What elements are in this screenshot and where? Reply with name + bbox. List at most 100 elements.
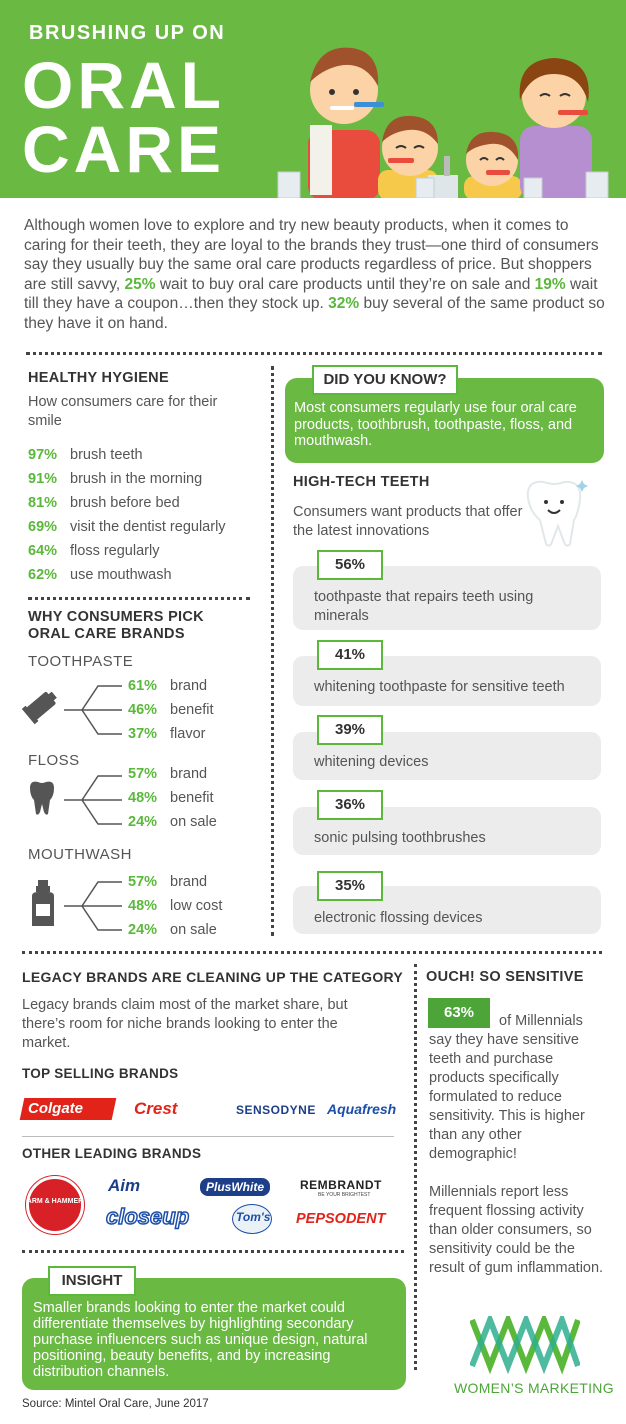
bracket-lines xyxy=(64,775,122,825)
insight-box xyxy=(22,1278,406,1390)
pick-label: brand xyxy=(170,766,208,782)
colgate-logo: Colgate xyxy=(28,1100,84,1117)
divider xyxy=(22,1136,394,1137)
aquafresh-logo: Aquafresh xyxy=(327,1101,397,1117)
crest-logo: Crest xyxy=(134,1099,178,1118)
header-title-line2: CARE xyxy=(22,112,226,186)
pick-label: low cost xyxy=(170,898,223,914)
divider-vertical xyxy=(414,964,417,1370)
hygiene-title: HEALTHY HYGIENE xyxy=(28,370,169,386)
pick-title-line2: ORAL CARE BRANDS xyxy=(28,626,185,642)
hygiene-pct: 69% xyxy=(28,519,58,535)
divider xyxy=(28,597,250,600)
hightech-pct: 35% xyxy=(317,871,383,901)
hightech-label: sonic pulsing toothbrushes xyxy=(314,830,486,846)
sensitive-title: OUCH! SO SENSITIVE xyxy=(426,969,584,985)
hygiene-label: brush in the morning xyxy=(70,471,203,487)
rembrandt-logo: REMBRANDT xyxy=(300,1178,382,1192)
category-toothpaste: TOOTHPASTE xyxy=(28,653,134,670)
stat-19: 19% xyxy=(534,275,566,293)
hightech-pct: 41% xyxy=(317,640,383,670)
pick-label: flavor xyxy=(170,726,206,742)
pick-label: on sale xyxy=(170,922,217,938)
divider xyxy=(22,951,602,954)
family-brushing-illustration xyxy=(277,47,609,198)
hightech-label: electronic flossing devices xyxy=(314,910,483,926)
hygiene-pct: 97% xyxy=(28,447,58,463)
bracket-lines xyxy=(64,881,122,931)
pick-pct: 24% xyxy=(128,922,158,938)
hightech-pct: 56% xyxy=(317,550,383,580)
other-brands-title: OTHER LEADING BRANDS xyxy=(22,1146,202,1161)
hightech-label: whitening toothpaste for sensitive teeth xyxy=(314,679,565,695)
arm-hammer-text: ARM & HAMMER xyxy=(26,1198,84,1205)
header-subtitle: BRUSHING UP ON xyxy=(29,22,226,44)
womens-marketing-logo-text: WOMEN’S MARKETING xyxy=(454,1380,614,1396)
hygiene-label: use mouthwash xyxy=(70,567,172,583)
pick-label: brand xyxy=(170,874,208,890)
pick-pct: 57% xyxy=(128,766,158,782)
toothpaste-icon xyxy=(22,691,57,725)
pick-pct: 57% xyxy=(128,874,158,890)
hygiene-pct: 91% xyxy=(28,471,58,487)
hygiene-pct: 64% xyxy=(28,543,58,559)
category-mouthwash: MOUTHWASH xyxy=(28,846,132,863)
hightech-pct: 39% xyxy=(317,715,383,745)
closeup-logo: closeup xyxy=(105,1203,190,1230)
pick-label: brand xyxy=(170,678,208,694)
pepsodent-logo: PEPSODENT xyxy=(296,1211,386,1227)
hightech-label: toothpaste that repairs teeth using mine… xyxy=(314,589,534,624)
insight-title: INSIGHT xyxy=(48,1266,136,1296)
aim-logo: Aim xyxy=(108,1176,141,1195)
hightech-label: whitening devices xyxy=(314,754,429,770)
stat-32: 32% xyxy=(328,295,360,313)
pick-pct: 61% xyxy=(128,678,158,694)
pick-pct: 48% xyxy=(128,898,158,914)
hightech-subtitle: Consumers want products that offer the l… xyxy=(293,504,523,539)
divider xyxy=(26,352,602,355)
category-floss: FLOSS xyxy=(28,752,80,769)
pick-pct: 46% xyxy=(128,702,158,718)
rembrandt-tagline: BE YOUR BRIGHTEST xyxy=(318,1192,371,1198)
intro-paragraph: Although women love to explore and try n… xyxy=(24,217,605,332)
divider-vertical xyxy=(271,366,274,936)
pick-pct: 48% xyxy=(128,790,158,806)
did-you-know-title: DID YOU KNOW? xyxy=(312,365,458,395)
sensitive-text-2: Millennials report less frequent flossin… xyxy=(429,1184,604,1276)
bracket-lines xyxy=(64,685,122,735)
pick-title-line1: WHY CONSUMERS PICK xyxy=(28,609,204,625)
hygiene-label: brush teeth xyxy=(70,447,143,463)
sensitive-pct: 63% xyxy=(428,998,490,1028)
hygiene-label: visit the dentist regularly xyxy=(70,519,226,535)
divider xyxy=(22,1250,404,1253)
legacy-text: Legacy brands claim most of the market s… xyxy=(22,997,348,1051)
stat-25: 25% xyxy=(124,275,156,293)
hygiene-pct: 62% xyxy=(28,567,58,583)
pluswhite-logo: PlusWhite xyxy=(206,1180,265,1194)
pick-pct: 24% xyxy=(128,814,158,830)
hygiene-label: brush before bed xyxy=(70,495,180,511)
pick-pct: 37% xyxy=(128,726,158,742)
sensodyne-logo: SENSODYNE xyxy=(236,1103,316,1117)
pick-label: on sale xyxy=(170,814,217,830)
mouthwash-icon xyxy=(32,880,54,926)
source-citation: Source: Mintel Oral Care, June 2017 xyxy=(22,1398,209,1410)
smiling-tooth-icon xyxy=(526,480,588,547)
sensitive-text-head: of Millennials xyxy=(499,1013,583,1029)
womens-marketing-logo-mark xyxy=(470,1316,580,1375)
legacy-title: LEGACY BRANDS ARE CLEANING UP THE CATEGO… xyxy=(22,969,404,985)
insight-text: Smaller brands looking to enter the mark… xyxy=(33,1300,368,1380)
hygiene-label: floss regularly xyxy=(70,543,160,559)
header-banner: BRUSHING UP ON ORAL CARE xyxy=(0,0,626,198)
hightech-pct: 36% xyxy=(317,790,383,820)
did-you-know-text: Most consumers regularly use four oral c… xyxy=(294,400,577,449)
hygiene-pct: 81% xyxy=(28,495,58,511)
top-brands-title: TOP SELLING BRANDS xyxy=(22,1066,179,1081)
sensitive-text: say they have sensitive teeth and purcha… xyxy=(429,1032,585,1162)
arm-hammer-logo xyxy=(26,1176,84,1234)
pick-label: benefit xyxy=(170,702,214,718)
toms-logo-bg xyxy=(232,1204,272,1234)
pluswhite-logo-bg xyxy=(200,1178,270,1196)
toms-logo: Tom's xyxy=(236,1210,271,1224)
hightech-title: HIGH-TECH TEETH xyxy=(293,474,430,490)
